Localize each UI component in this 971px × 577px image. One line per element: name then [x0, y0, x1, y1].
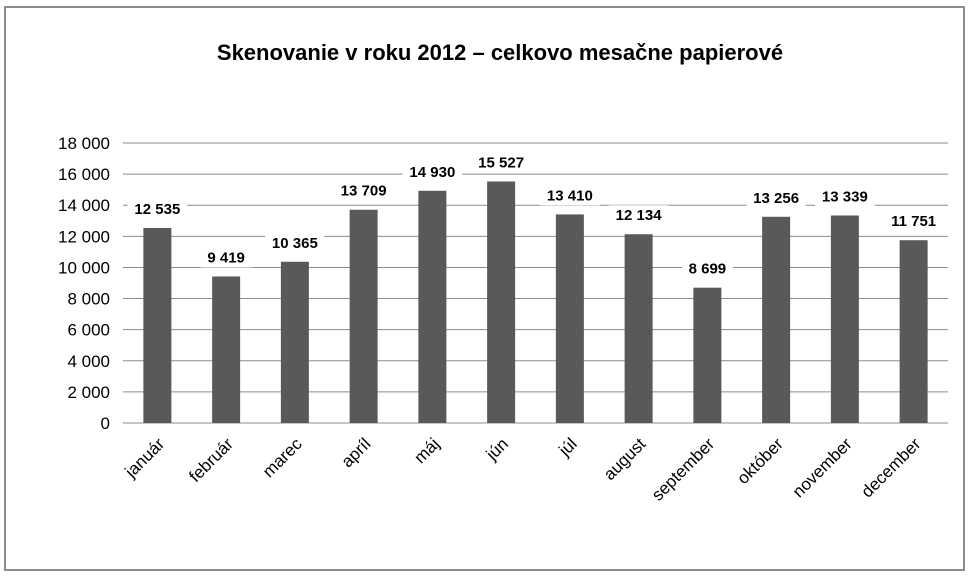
data-label: 10 365 [272, 235, 318, 252]
data-label-background [883, 211, 944, 232]
data-label: 13 256 [753, 190, 799, 207]
bar [830, 215, 859, 423]
bar [899, 240, 928, 423]
y-tick-label: 8 000 [67, 290, 110, 309]
data-label: 12 134 [616, 207, 663, 224]
x-tick-label: február [185, 434, 237, 486]
data-label: 13 709 [341, 183, 387, 200]
data-label-background [471, 152, 531, 173]
x-tick-label: september [648, 434, 718, 504]
data-label: 12 535 [134, 201, 180, 218]
data-label-background [746, 187, 806, 208]
data-label: 13 339 [822, 189, 868, 206]
y-tick-label: 0 [101, 414, 110, 433]
x-tick-label: máj [410, 434, 443, 467]
data-label: 8 699 [689, 261, 727, 278]
y-tick-label: 6 000 [67, 321, 110, 340]
bar [143, 228, 172, 423]
data-label: 11 751 [891, 213, 936, 230]
bar [487, 181, 516, 423]
bar [762, 216, 791, 423]
bar [280, 261, 309, 423]
data-label-background [402, 161, 463, 182]
x-tick-label: jún [482, 434, 512, 464]
bars [143, 181, 928, 423]
data-label: 9 419 [207, 249, 245, 266]
data-label-background [333, 180, 394, 201]
data-label-background [265, 232, 325, 253]
y-tick-label: 18 000 [58, 134, 110, 153]
x-axis-ticks: január február marec apríl máj jún júl augustse… [121, 434, 925, 505]
y-tick-label: 4 000 [67, 352, 110, 371]
data-label-background [540, 185, 600, 206]
x-tick-label: október [733, 434, 787, 488]
x-tick-label: marec [259, 434, 306, 481]
bar [693, 287, 722, 423]
y-tick-label: 12 000 [58, 227, 110, 246]
data-label-background [200, 247, 252, 268]
gridlines [123, 142, 948, 424]
data-label: 13 410 [547, 187, 593, 204]
bar [418, 190, 447, 423]
y-tick-label: 10 000 [58, 258, 110, 277]
bar [349, 209, 378, 423]
y-tick-label: 16 000 [58, 165, 110, 184]
chart-title: Skenovanie v roku 2012 – celkovo mesačne… [217, 40, 783, 65]
data-labels: 12 535 9 419 10 365 13 709 14 930 15 527 13 41… [127, 152, 944, 279]
bar [555, 214, 584, 423]
y-axis-ticks: 0 2 000 4 000 6 000 8 000 10 000 12 000 14 000 1… [58, 134, 110, 433]
data-label-background [127, 199, 188, 220]
data-label: 15 527 [478, 154, 524, 171]
data-label-background [681, 258, 733, 279]
y-tick-label: 2 000 [67, 383, 110, 402]
bar [212, 276, 241, 423]
x-tick-label: december [858, 434, 925, 501]
data-label-background [815, 186, 875, 207]
bar [624, 234, 653, 423]
data-label: 14 930 [409, 164, 455, 181]
x-tick-label: apríl [338, 434, 375, 471]
x-tick-label: august [600, 434, 650, 484]
x-tick-label: november [789, 434, 856, 501]
y-tick-label: 14 000 [58, 196, 110, 215]
x-tick-label: júl [555, 434, 581, 460]
data-label-background [608, 205, 669, 226]
x-tick-label: január [121, 434, 169, 482]
